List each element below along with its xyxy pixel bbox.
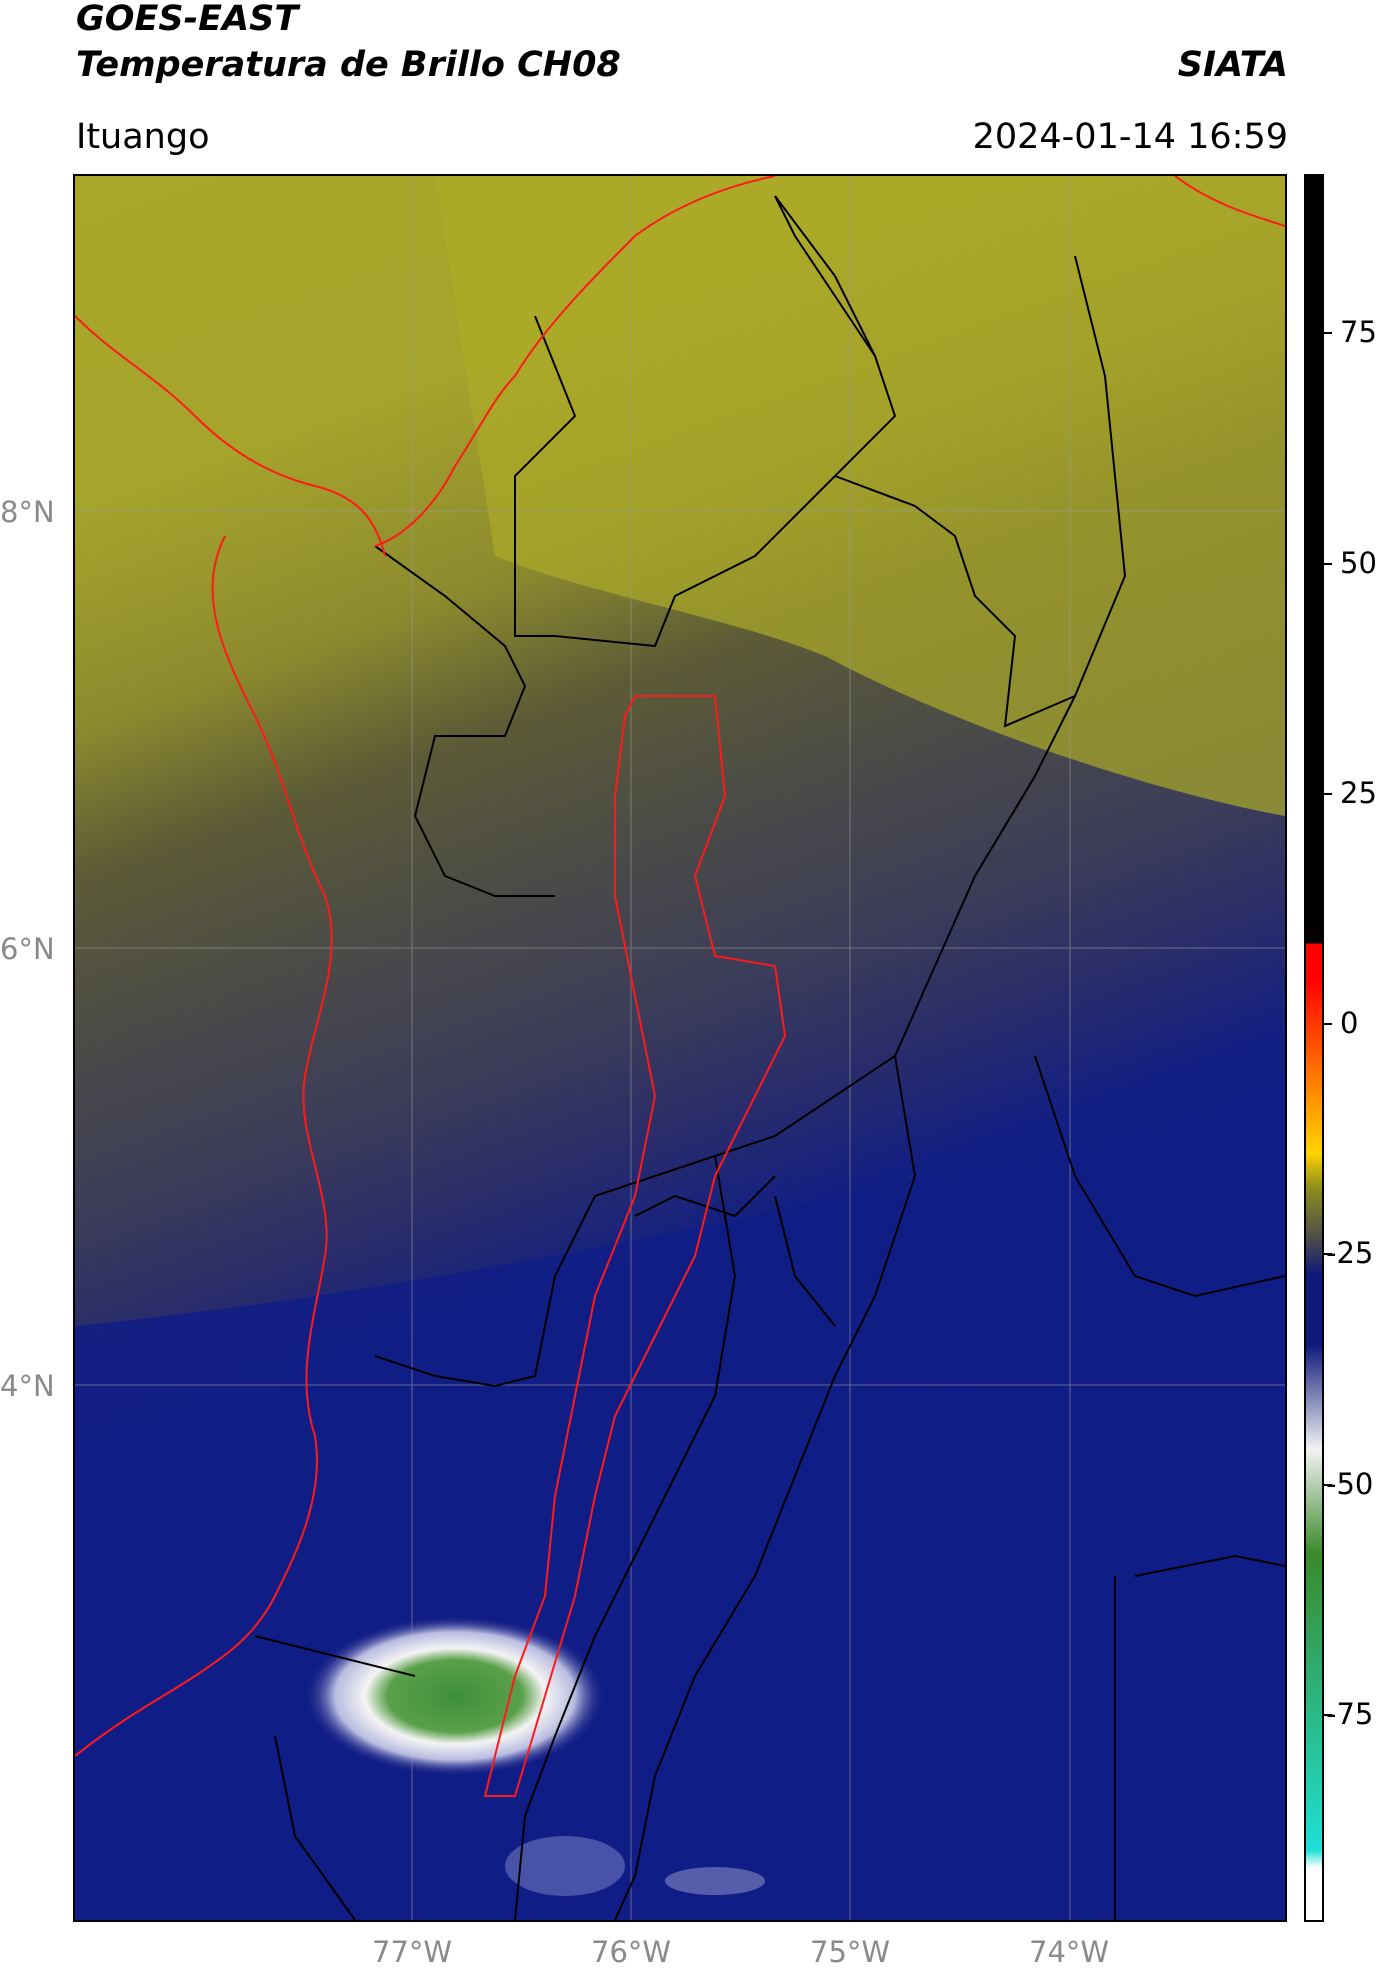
product-title: Temperatura de Brillo CH08: [76, 48, 621, 83]
lat-tick-label: 4°N: [0, 1372, 55, 1401]
map-canvas: [75, 176, 1285, 1920]
convective-cloud: [305, 1616, 605, 1776]
lon-tick-label: 75°W: [810, 1938, 890, 1967]
lon-tick-label: 76°W: [591, 1938, 671, 1967]
colorbar-label: 25: [1340, 779, 1377, 808]
datetime-label: 2024-01-14 16:59: [973, 120, 1288, 155]
colorbar-tick: [1324, 793, 1332, 795]
colorbar-label: 0: [1340, 1009, 1358, 1038]
agency-label: SIATA: [1178, 48, 1288, 83]
colorbar-label: 75: [1340, 318, 1377, 347]
colorbar-tick: [1324, 332, 1332, 334]
cloud-patch: [665, 1867, 765, 1895]
region-label: Ituango: [76, 120, 210, 155]
colorbar-label: -25: [1326, 1239, 1373, 1268]
lon-tick-label: 74°W: [1029, 1938, 1109, 1967]
lat-tick-label: 8°N: [0, 498, 55, 527]
colorbar-label: -75: [1326, 1700, 1373, 1729]
colorbar-tick: [1324, 563, 1332, 565]
lon-tick-label: 77°W: [372, 1938, 452, 1967]
satellite-map[interactable]: [73, 174, 1287, 1922]
lat-tick-label: 6°N: [0, 935, 55, 964]
colorbar-tick: [1324, 1023, 1332, 1025]
colorbar-label: -50: [1326, 1470, 1373, 1499]
temperature-colorbar: [1304, 174, 1324, 1922]
satellite-title: GOES-EAST: [76, 2, 298, 37]
colorbar-label: 50: [1340, 549, 1377, 578]
